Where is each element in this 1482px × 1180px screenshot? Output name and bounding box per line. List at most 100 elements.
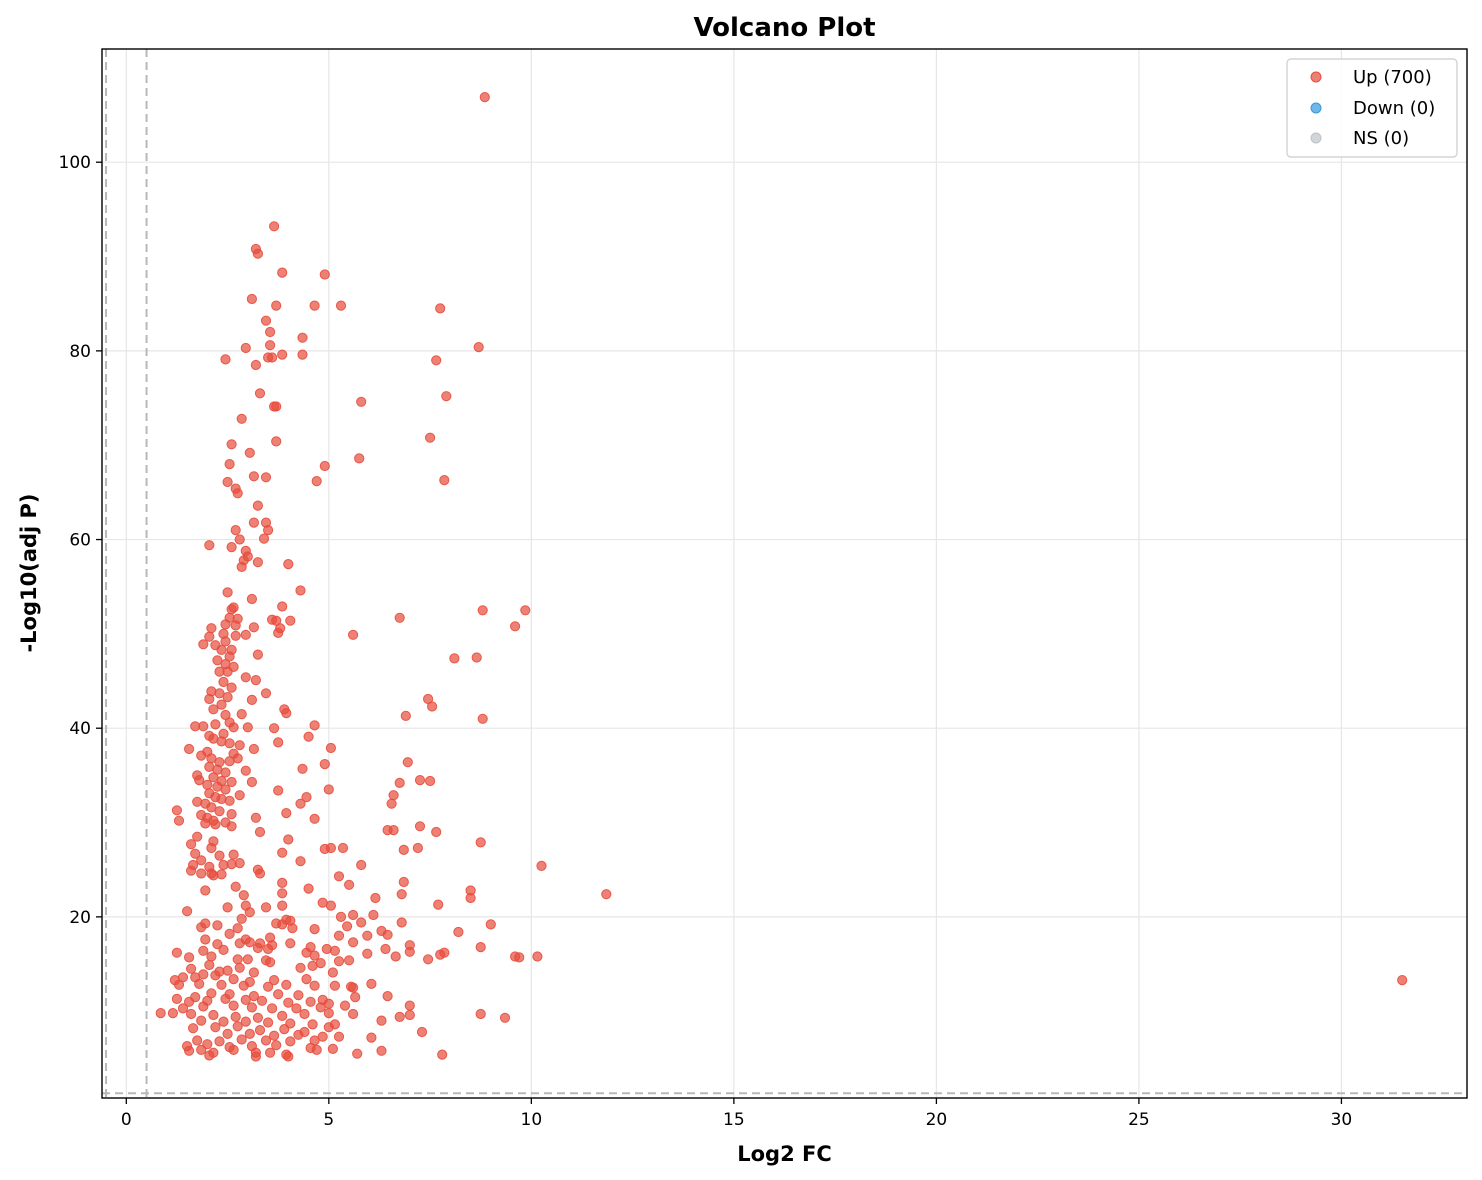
y-axis-label: -Log10(adj P) [17,493,41,652]
data-point [352,1048,363,1059]
data-point [184,743,195,755]
data-point [232,488,243,499]
data-point [252,500,263,511]
data-point [449,653,460,664]
data-point [475,1008,486,1020]
data-point [184,996,195,1007]
data-point [416,1026,428,1038]
legend-marker-down [1310,102,1322,114]
data-point [514,952,525,963]
data-point [204,540,215,551]
data-point [244,1028,255,1040]
data-point [394,1011,405,1023]
data-point [441,391,452,402]
data-point [216,979,227,990]
data-point [400,710,411,722]
data-point [285,938,296,949]
data-point [348,909,359,921]
data-point [186,963,197,974]
data-point [425,775,436,787]
data-point [536,860,547,872]
data-point [273,627,284,639]
data-point [283,559,294,570]
data-point [271,436,282,447]
data-point [263,1017,274,1028]
data-point [230,525,241,536]
data-point [234,740,245,751]
data-point [301,974,312,985]
data-point [297,332,308,343]
data-point [431,826,442,838]
data-point [348,629,359,640]
data-point [370,892,381,904]
data-point [319,269,330,280]
data-point [297,349,308,360]
data-point [208,1009,219,1021]
data-point [198,639,209,650]
data-point [196,855,207,866]
data-points [155,92,1408,1062]
data-point [260,315,272,326]
data-point [173,815,185,826]
data-point [230,620,241,631]
data-point [218,676,229,688]
data-point [196,1044,207,1056]
x-tick-label: 5 [323,1110,334,1130]
data-point [220,636,231,647]
data-point [356,859,367,871]
data-point [224,795,235,806]
data-point [250,675,261,686]
data-point [267,352,278,363]
data-point [236,1034,247,1045]
x-tick-label: 30 [1331,1110,1353,1130]
data-point [252,649,263,660]
data-point [260,902,272,913]
data-point [277,847,288,858]
data-point [439,947,450,958]
data-point [240,1016,251,1027]
data-point [214,666,225,677]
data-point [238,890,249,901]
data-point [471,652,482,663]
data-point [317,1031,328,1042]
data-point [319,460,330,472]
data-point [335,300,347,311]
data-point [182,906,193,917]
data-point [309,813,320,824]
data-point [232,923,243,934]
y-tick-label: 80 [69,342,91,362]
data-point [473,342,484,353]
data-point [226,682,237,693]
data-point [479,92,490,103]
data-point [232,954,243,965]
legend-label-down: Down (0) [1353,98,1435,119]
data-point [222,692,233,703]
data-point [368,909,379,921]
data-point [171,805,182,816]
data-point [192,831,203,842]
data-point [344,879,355,890]
data-point [196,1015,207,1026]
data-point [342,921,353,932]
data-point [325,742,336,754]
data-point [325,842,336,854]
data-point [244,937,255,948]
data-point [252,1012,263,1023]
data-point [404,1009,415,1021]
data-point [348,937,359,948]
data-point [246,694,257,706]
x-tick-label: 10 [521,1110,543,1130]
data-point [252,942,263,954]
data-point [167,1008,178,1019]
data-point [194,775,205,786]
data-point [204,1050,215,1061]
data-point [248,991,259,1002]
data-point [382,991,393,1002]
data-point [366,1032,377,1043]
data-point [601,889,612,900]
data-point [265,326,276,338]
data-point [271,1040,282,1051]
data-point [329,945,340,956]
data-point [240,672,251,683]
data-point [433,899,444,910]
